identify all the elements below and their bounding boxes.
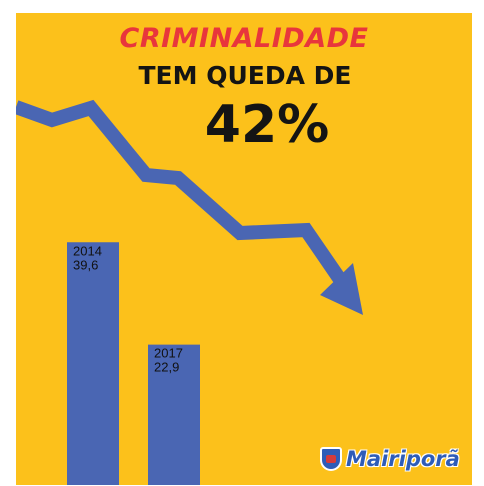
bar-value-label-2014: 39,6	[73, 257, 98, 272]
trend-arrow-head	[320, 263, 363, 315]
bar-year-label-2017: 2017	[154, 346, 183, 361]
headline-percentage: 42%	[204, 95, 330, 155]
bar-2014	[67, 242, 119, 485]
logo-text: Mairiporã	[346, 447, 460, 471]
municipal-crest-icon	[320, 447, 342, 471]
headline-tem-queda-de: TEM QUEDA DE	[138, 61, 352, 90]
bar-year-label-2014: 2014	[73, 243, 102, 258]
trend-arrow-line	[16, 99, 347, 285]
poster: 2014 39,6 2017 22,9 CRIMINALIDADE TEM QUEDA…	[16, 13, 472, 485]
bar-2017	[148, 344, 200, 485]
bar-value-label-2017: 22,9	[154, 360, 179, 375]
prefeitura-logo: Mairiporã	[320, 447, 460, 471]
headline-criminalidade: CRIMINALIDADE	[119, 23, 369, 54]
